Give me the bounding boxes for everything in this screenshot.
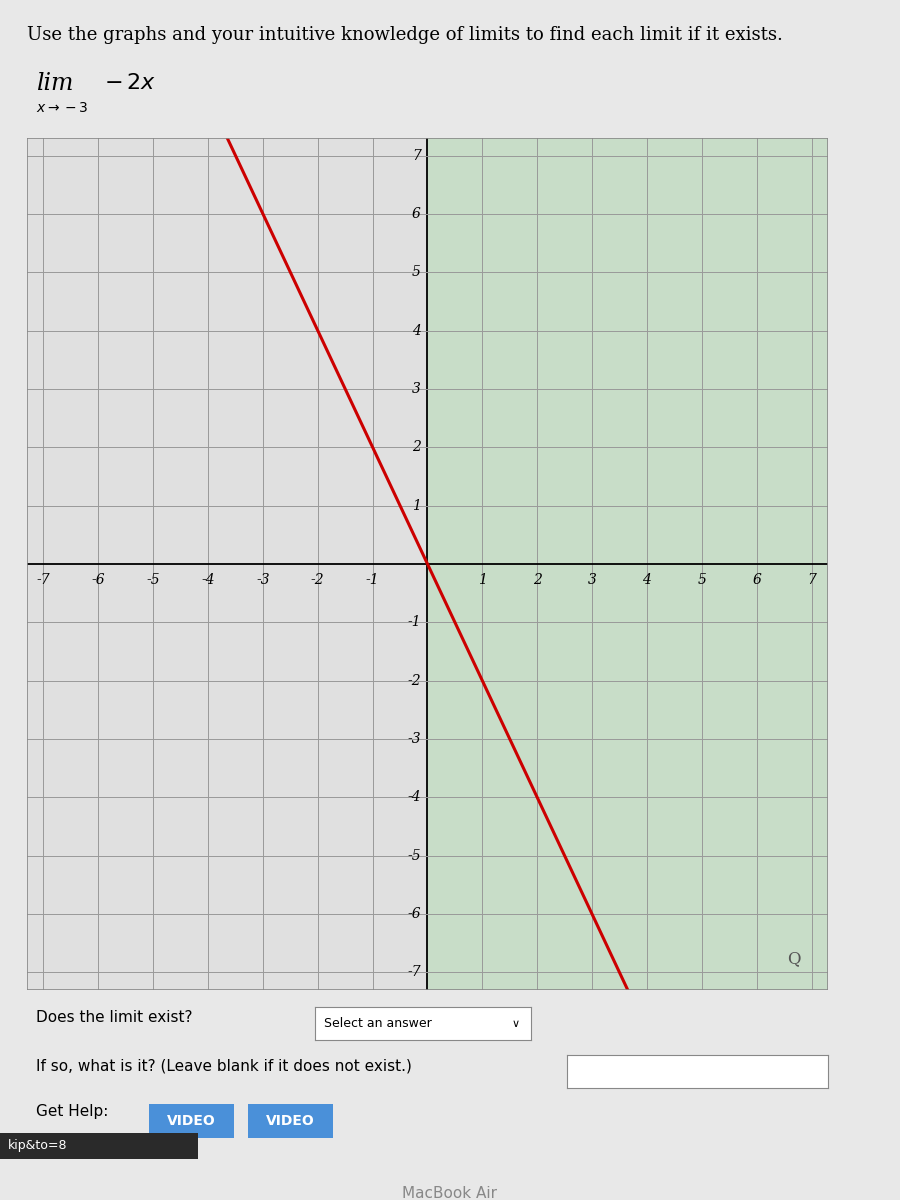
Text: -1: -1 — [408, 616, 421, 629]
Text: -3: -3 — [408, 732, 421, 746]
Text: If so, what is it? (Leave blank if it does not exist.): If so, what is it? (Leave blank if it do… — [36, 1058, 412, 1073]
Text: 7: 7 — [412, 149, 421, 162]
Text: ∨: ∨ — [512, 1019, 520, 1028]
Text: 1: 1 — [412, 499, 421, 512]
Text: $x\rightarrow-3$: $x\rightarrow-3$ — [36, 101, 88, 115]
Text: 7: 7 — [807, 572, 816, 587]
Text: Get Help:: Get Help: — [36, 1104, 108, 1118]
Text: -1: -1 — [365, 572, 380, 587]
Text: 3: 3 — [588, 572, 597, 587]
Text: 1: 1 — [478, 572, 487, 587]
Text: $-\,2x$: $-\,2x$ — [104, 72, 156, 94]
Text: kip&to=8: kip&to=8 — [8, 1140, 68, 1152]
Text: -2: -2 — [311, 572, 325, 587]
Text: -2: -2 — [408, 673, 421, 688]
Text: 5: 5 — [412, 265, 421, 280]
Text: 4: 4 — [412, 324, 421, 337]
Text: 4: 4 — [643, 572, 652, 587]
Text: -4: -4 — [202, 572, 215, 587]
Text: 5: 5 — [698, 572, 706, 587]
FancyBboxPatch shape — [245, 1104, 336, 1138]
Text: VIDEO: VIDEO — [166, 1114, 216, 1128]
Bar — [428, 138, 828, 990]
Text: -7: -7 — [408, 966, 421, 979]
Text: Q: Q — [788, 949, 801, 967]
Text: Select an answer: Select an answer — [324, 1018, 431, 1030]
Text: 3: 3 — [412, 382, 421, 396]
Text: Use the graphs and your intuitive knowledge of limits to find each limit if it e: Use the graphs and your intuitive knowle… — [27, 26, 783, 44]
Text: -3: -3 — [256, 572, 270, 587]
Text: 2: 2 — [533, 572, 542, 587]
Text: 6: 6 — [752, 572, 761, 587]
Text: 2: 2 — [412, 440, 421, 455]
Text: 6: 6 — [412, 206, 421, 221]
Text: -6: -6 — [92, 572, 105, 587]
Text: lim: lim — [36, 72, 74, 95]
Text: VIDEO: VIDEO — [266, 1114, 315, 1128]
Text: -5: -5 — [408, 848, 421, 863]
Text: -4: -4 — [408, 791, 421, 804]
Text: -7: -7 — [37, 572, 50, 587]
FancyBboxPatch shape — [146, 1104, 237, 1138]
Bar — [27, 138, 427, 990]
Text: -5: -5 — [147, 572, 160, 587]
Text: MacBook Air: MacBook Air — [402, 1186, 498, 1200]
Text: Does the limit exist?: Does the limit exist? — [36, 1010, 193, 1025]
Text: -6: -6 — [408, 907, 421, 922]
